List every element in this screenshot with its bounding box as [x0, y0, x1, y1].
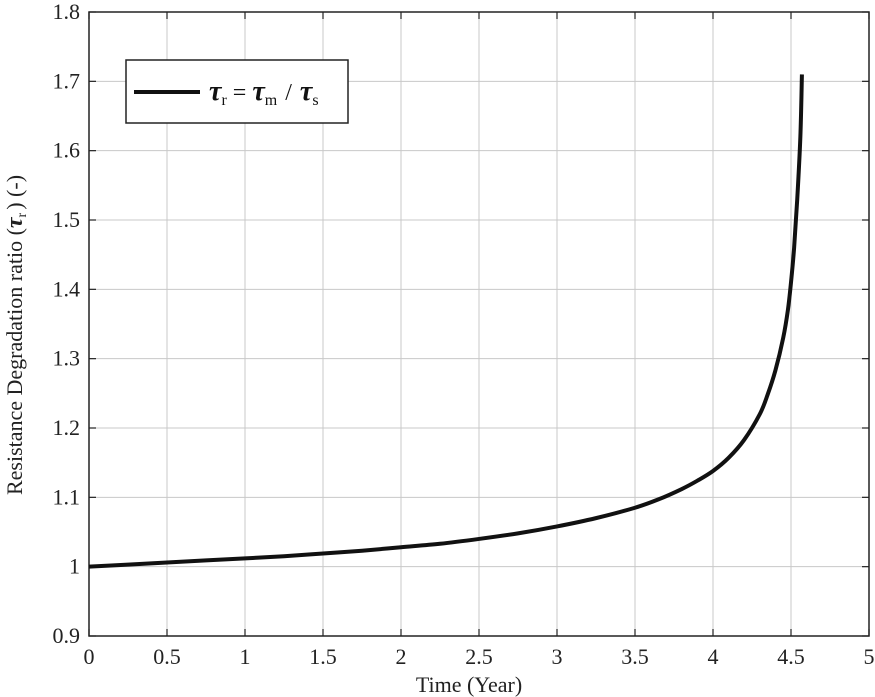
y-tick-label: 1.2 [53, 415, 81, 440]
legend-equals: = [233, 80, 247, 106]
y-tick-label: 1.1 [53, 484, 81, 509]
y-tick-label: 1.6 [53, 138, 81, 163]
x-tick-label: 0.5 [153, 644, 181, 669]
x-tick-label: 0 [84, 644, 95, 669]
x-tick-label: 1.5 [309, 644, 337, 669]
legend-sub-s: s [312, 92, 318, 109]
legend-sub-r: r [221, 92, 227, 109]
series-line-tau-r [88, 74, 804, 569]
x-tick-label: 1 [240, 644, 251, 669]
y-axis-title-main: Resistance Degradation ratio ( [2, 228, 27, 495]
y-tick-label: 1.5 [53, 207, 81, 232]
x-axis-tick-labels: 0 0.5 1 1.5 2 2.5 3 3.5 4 4.5 5 [84, 644, 875, 669]
x-tick-label: 5 [864, 644, 875, 669]
y-axis-tick-labels: 0.9 1 1.1 1.2 1.3 1.4 1.5 1.6 1.7 1.8 [53, 0, 81, 648]
x-tick-label: 3.5 [621, 644, 649, 669]
x-tick-label: 4 [708, 644, 719, 669]
legend-tau-s: τ [300, 76, 314, 107]
x-axis-title: Time (Year) [416, 672, 522, 697]
legend-label: τr = τm / τs [209, 76, 319, 109]
y-tick-label: 1.8 [53, 0, 81, 24]
y-tick-label: 0.9 [53, 623, 81, 648]
y-tick-label: 1 [69, 554, 80, 579]
x-tick-label: 2.5 [465, 644, 493, 669]
y-axis-title: Resistance Degradation ratio (τr ) (-) [2, 175, 30, 495]
y-tick-label: 1.3 [53, 346, 81, 371]
legend-tau-r: τ [209, 76, 223, 107]
x-tick-label: 4.5 [777, 644, 805, 669]
legend-sub-m: m [265, 92, 278, 109]
y-tick-label: 1.4 [53, 276, 81, 301]
x-tick-label: 2 [396, 644, 407, 669]
y-axis-title-sub: r [15, 212, 30, 217]
legend-slash: / [285, 80, 292, 106]
y-axis-title-tau: τ [2, 216, 28, 228]
legend: τr = τm / τs [125, 59, 349, 124]
y-tick-label: 1.7 [53, 68, 81, 93]
y-axis-title-tail: ) (-) [2, 175, 27, 210]
x-tick-label: 3 [552, 644, 563, 669]
legend-tau-m: τ [252, 76, 266, 107]
